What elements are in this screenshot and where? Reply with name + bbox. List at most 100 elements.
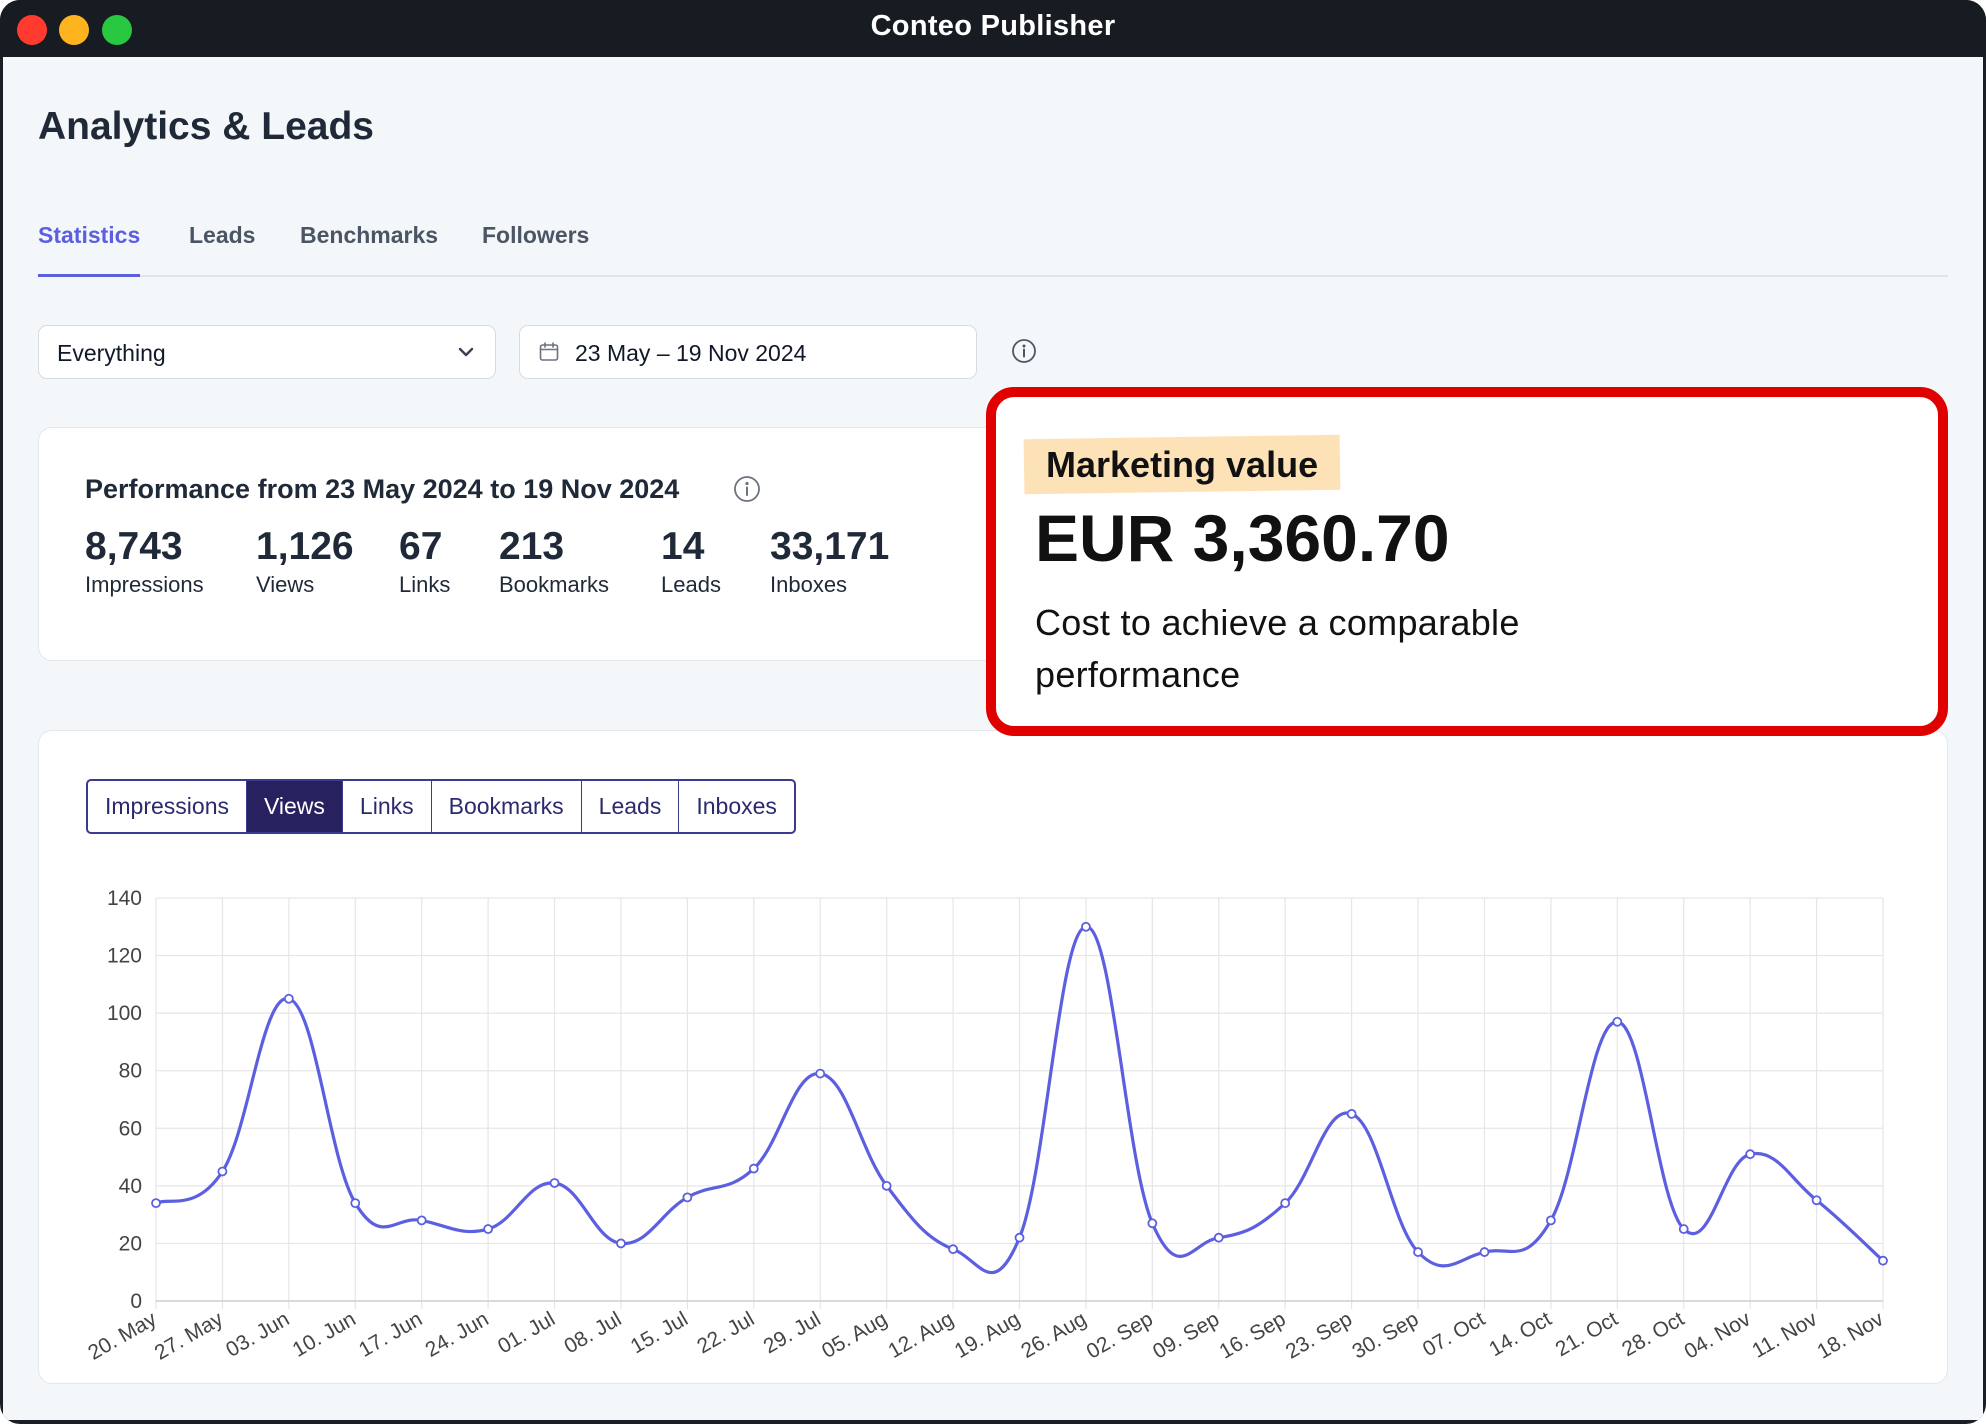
x-tick-label: 20. May	[84, 1307, 161, 1365]
maximize-window-button[interactable]	[102, 15, 132, 45]
marketing-value-description: Cost to achieve a comparable performance	[1035, 602, 1520, 695]
date-range-picker[interactable]: 23 May – 19 Nov 2024	[519, 325, 977, 379]
data-point	[151, 1198, 161, 1209]
date-range-value: 23 May – 19 Nov 2024	[575, 340, 807, 366]
marketing-value-callout: Marketing value EUR 3,360.70 Cost to ach…	[986, 387, 1948, 736]
data-point	[1081, 921, 1091, 932]
data-point	[1612, 1016, 1623, 1027]
y-tick-label: 80	[119, 1060, 142, 1083]
content-filter-select[interactable]: Everything	[38, 325, 496, 379]
stat-leads: 14 Leads	[661, 524, 721, 598]
x-tick-label: 16. Sep	[1215, 1307, 1289, 1363]
data-point	[815, 1068, 826, 1079]
y-tick-label: 100	[107, 1002, 142, 1025]
x-tick-label: 07. Oct	[1419, 1307, 1489, 1361]
y-tick-label: 140	[107, 887, 142, 910]
info-icon[interactable]	[1011, 338, 1037, 364]
minimize-window-button[interactable]	[59, 15, 89, 45]
title-bar: Conteo Publisher	[0, 0, 1986, 57]
metric-button-bookmarks[interactable]: Bookmarks	[430, 781, 581, 832]
data-point	[1745, 1149, 1756, 1160]
x-tick-label: 21. Oct	[1552, 1307, 1622, 1361]
data-point	[1479, 1247, 1490, 1257]
chart-card: Impressions Views Links Bookmarks Leads …	[38, 730, 1948, 1384]
data-point	[682, 1192, 693, 1203]
views-series-line	[155, 925, 1885, 1275]
data-point	[1346, 1108, 1357, 1119]
data-point	[350, 1198, 361, 1209]
stat-value: 14	[661, 525, 705, 568]
data-point	[881, 1180, 892, 1191]
data-point	[1213, 1232, 1224, 1243]
metric-button-links[interactable]: Links	[341, 781, 431, 832]
data-point	[1147, 1218, 1158, 1229]
metric-button-views[interactable]: Views	[245, 781, 342, 832]
x-tick-label: 26. Aug	[1017, 1307, 1090, 1363]
data-point	[948, 1244, 958, 1255]
metric-button-impressions[interactable]: Impressions	[105, 793, 229, 819]
stat-views: 1,126 Views	[256, 524, 354, 598]
data-point	[416, 1215, 427, 1226]
tab-bar: Statistics Leads Benchmarks Followers	[38, 222, 1948, 277]
tab-followers[interactable]: Followers	[482, 222, 590, 248]
y-tick-label: 40	[119, 1175, 142, 1198]
window-title: Conteo Publisher	[870, 10, 1116, 42]
data-point	[1280, 1198, 1291, 1209]
stat-bookmarks: 213 Bookmarks	[499, 524, 609, 598]
stat-label: Links	[399, 572, 451, 597]
x-tick-label: 29. Jul	[760, 1307, 825, 1358]
data-point	[1413, 1247, 1423, 1257]
x-tick-label: 17. Jun	[355, 1307, 426, 1361]
stat-value: 1,126	[256, 525, 354, 568]
performance-card: Performance from 23 May 2024 to 19 Nov 2…	[38, 427, 1038, 661]
stat-value: 8,743	[85, 525, 183, 568]
marketing-value-amount: EUR 3,360.70	[1035, 501, 1450, 575]
stat-value: 67	[399, 525, 443, 568]
data-point	[1014, 1232, 1025, 1243]
x-tick-label: 09. Sep	[1149, 1307, 1223, 1363]
metric-button-leads[interactable]: Leads	[580, 781, 679, 832]
data-point	[483, 1224, 494, 1234]
y-tick-label: 60	[119, 1117, 142, 1140]
main-content: Analytics & Leads Statistics Leads Bench…	[3, 57, 1983, 1420]
x-tick-label: 15. Jul	[627, 1307, 692, 1358]
tab-statistics[interactable]: Statistics	[38, 222, 140, 277]
x-tick-label: 12. Aug	[884, 1307, 957, 1363]
page-title: Analytics & Leads	[38, 105, 374, 148]
data-point	[1545, 1215, 1556, 1226]
x-tick-label: 23. Sep	[1282, 1307, 1356, 1363]
marketing-value-label: Marketing value	[1046, 444, 1319, 485]
data-point	[1811, 1195, 1822, 1206]
x-tick-label: 01. Jul	[494, 1307, 559, 1358]
calendar-icon	[539, 342, 559, 361]
x-tick-label: 08. Jul	[560, 1307, 625, 1358]
tab-benchmarks[interactable]: Benchmarks	[300, 222, 439, 248]
stat-label: Impressions	[85, 572, 204, 597]
data-point	[1878, 1255, 1888, 1266]
data-point	[217, 1166, 228, 1177]
y-tick-label: 120	[107, 945, 142, 968]
data-point	[748, 1163, 759, 1174]
performance-title: Performance from 23 May 2024 to 19 Nov 2…	[85, 474, 680, 504]
metric-button-inboxes[interactable]: Inboxes	[678, 781, 794, 832]
stat-label: Views	[256, 572, 315, 597]
x-tick-label: 22. Jul	[693, 1307, 758, 1358]
stat-impressions: 8,743 Impressions	[85, 524, 204, 598]
stat-value: 33,171	[770, 525, 890, 568]
chevron-down-icon	[458, 347, 474, 357]
data-point	[283, 993, 294, 1004]
y-tick-label: 20	[119, 1232, 142, 1255]
performance-info-icon[interactable]	[733, 475, 761, 503]
x-tick-label: 11. Nov	[1748, 1307, 1821, 1363]
x-tick-label: 30. Sep	[1348, 1307, 1422, 1363]
stat-label: Inboxes	[770, 572, 848, 597]
x-tick-label: 14. Oct	[1485, 1307, 1555, 1361]
x-tick-label: 03. Jun	[222, 1307, 293, 1361]
tab-leads[interactable]: Leads	[189, 222, 256, 248]
stat-label: Leads	[661, 572, 721, 597]
x-tick-label: 19. Aug	[951, 1307, 1024, 1363]
data-point	[1678, 1224, 1689, 1234]
close-window-button[interactable]	[17, 15, 47, 45]
stat-label: Bookmarks	[499, 572, 610, 597]
